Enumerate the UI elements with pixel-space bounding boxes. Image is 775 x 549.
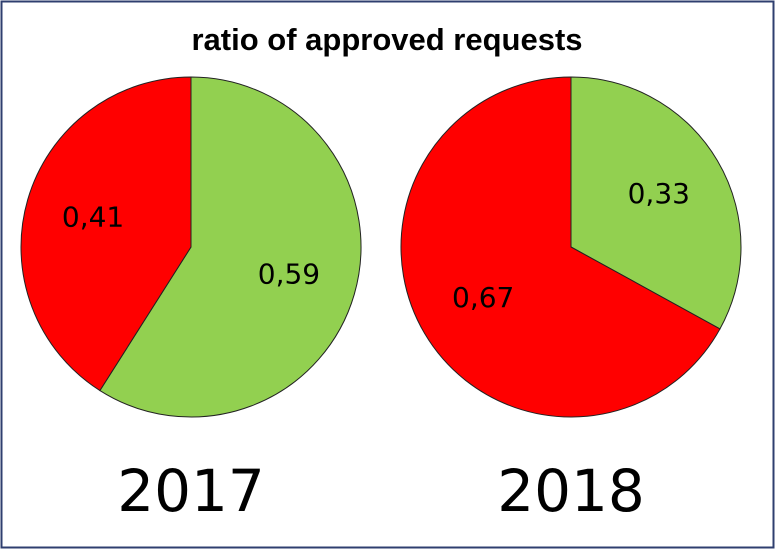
data-label: 0,33 (628, 177, 690, 210)
pie-title: 2018 (497, 457, 645, 525)
data-label: 0,59 (258, 257, 320, 290)
pie-slice (99, 76, 362, 418)
chart-title: ratio of approved requests (191, 22, 582, 57)
pie-title: 2017 (117, 457, 265, 525)
pie-slice (400, 76, 721, 418)
data-label: 0,41 (62, 201, 124, 234)
data-label: 0,67 (452, 281, 514, 314)
pie-slice (20, 76, 192, 392)
pie-slice (570, 76, 742, 330)
